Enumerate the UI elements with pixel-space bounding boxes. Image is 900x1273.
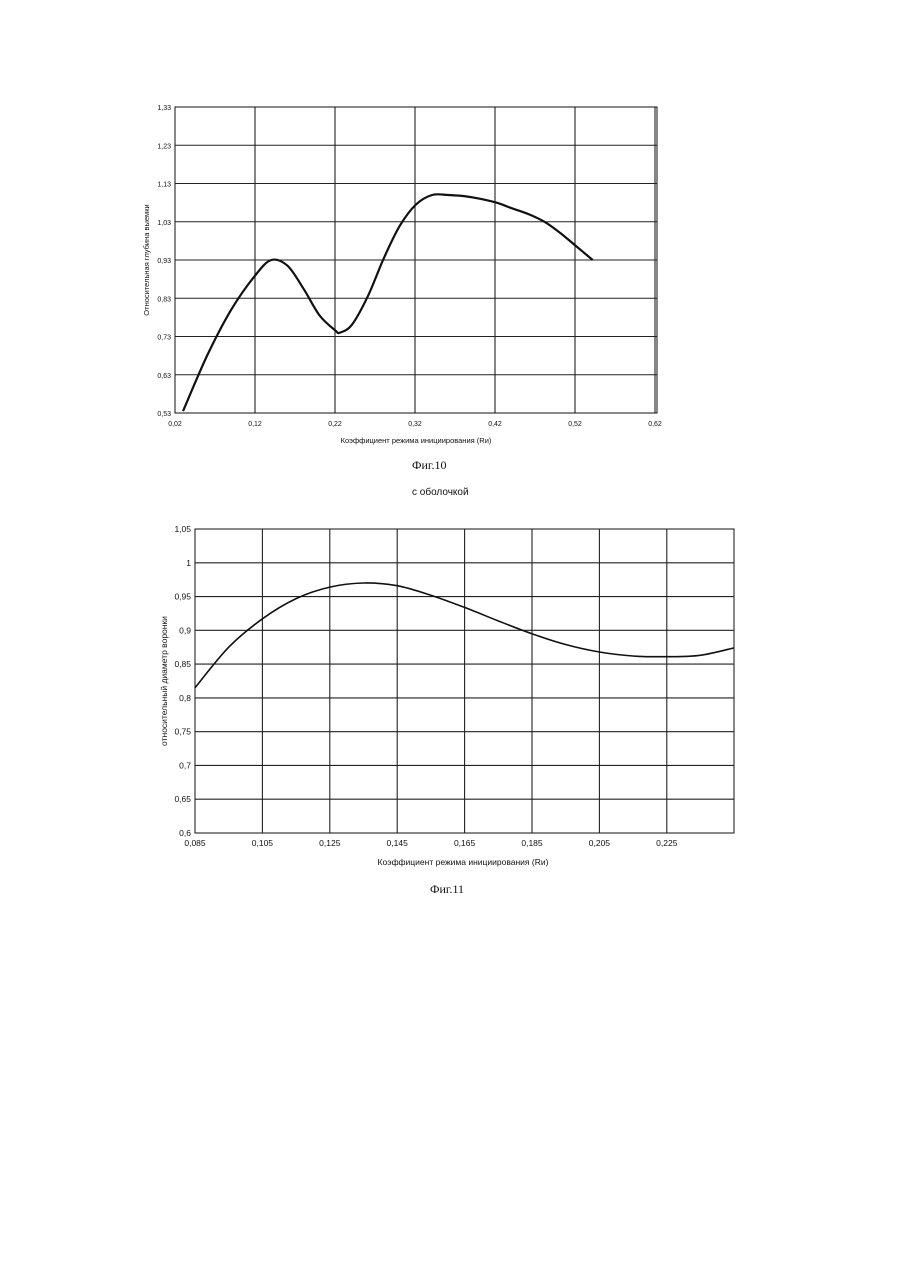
figure-heading: с оболочкой xyxy=(412,487,469,498)
x-tick-label: 0,105 xyxy=(252,838,274,848)
y-tick-label: 1,13 xyxy=(157,182,171,189)
y-tick-label: 0,83 xyxy=(157,296,171,303)
gridlines xyxy=(195,529,734,833)
chart-fig11: 0,085 0,105 0,125 0,145 0,165 0,185 0,205 0,225… xyxy=(159,524,734,867)
y-tick-label: 0,85 xyxy=(174,659,191,669)
x-tick-labels: 0,02 0,12 0,22 0,32 0,42 0,52 0,62 xyxy=(168,421,662,428)
x-tick-label: 0,165 xyxy=(454,838,476,848)
y-tick-label: 1,05 xyxy=(174,524,191,534)
y-tick-label: 0,7 xyxy=(179,760,191,770)
y-tick-label: 0,65 xyxy=(174,794,191,804)
x-tick-labels: 0,085 0,105 0,125 0,145 0,165 0,185 0,205 0,225 xyxy=(184,838,677,848)
y-tick-labels: 0,53 0,63 0,73 0,83 0,93 1,03 1,13 1,23 1,33 xyxy=(157,105,171,418)
y-tick-label: 0,95 xyxy=(174,592,191,602)
y-tick-labels: 0,6 0,65 0,7 0,75 0,8 0,85 0,9 0,95 1 1,05 xyxy=(174,524,191,838)
x-tick-label: 0,22 xyxy=(328,421,342,428)
y-tick-label: 0,73 xyxy=(157,335,171,342)
y-tick-label: 1,03 xyxy=(157,220,171,227)
y-tick-label: 0,63 xyxy=(157,373,171,380)
x-tick-label: 0,125 xyxy=(319,838,341,848)
y-tick-label: 0,93 xyxy=(157,258,171,265)
y-tick-label: 1 xyxy=(186,558,191,568)
y-tick-label: 0,75 xyxy=(174,727,191,737)
x-axis-label: Коэффициент режима инициирования (Rи) xyxy=(341,436,492,445)
figure-caption-fig11: Фиг.11 xyxy=(430,882,464,897)
y-axis-label: относительный диаметр воронки xyxy=(159,616,169,746)
y-tick-label: 0,6 xyxy=(179,828,191,838)
x-tick-label: 0,225 xyxy=(656,838,678,848)
x-axis-label: Коэффициент режима инициирования (Rи) xyxy=(378,857,549,867)
y-tick-label: 0,53 xyxy=(157,411,171,418)
series-line xyxy=(183,194,593,411)
x-tick-label: 0,205 xyxy=(589,838,611,848)
figure-caption-fig10: Фиг.10 xyxy=(412,458,446,473)
y-axis-label: Относительная глубина выемки xyxy=(142,204,151,315)
y-tick-label: 1,33 xyxy=(157,105,171,112)
x-tick-label: 0,32 xyxy=(408,421,422,428)
chart-fig10: 0,02 0,12 0,22 0,32 0,42 0,52 0,62 0,53 0,63 0,7… xyxy=(142,105,662,445)
y-tick-label: 1,23 xyxy=(157,143,171,150)
x-tick-label: 0,42 xyxy=(488,421,502,428)
y-tick-label: 0,8 xyxy=(179,693,191,703)
x-tick-label: 0,145 xyxy=(387,838,409,848)
x-tick-label: 0,12 xyxy=(248,421,262,428)
gridlines xyxy=(175,107,657,413)
x-tick-label: 0,52 xyxy=(568,421,582,428)
x-tick-label: 0,62 xyxy=(648,421,662,428)
x-tick-label: 0,085 xyxy=(184,838,206,848)
y-tick-label: 0,9 xyxy=(179,625,191,635)
x-tick-label: 0,02 xyxy=(168,421,182,428)
x-tick-label: 0,185 xyxy=(521,838,543,848)
